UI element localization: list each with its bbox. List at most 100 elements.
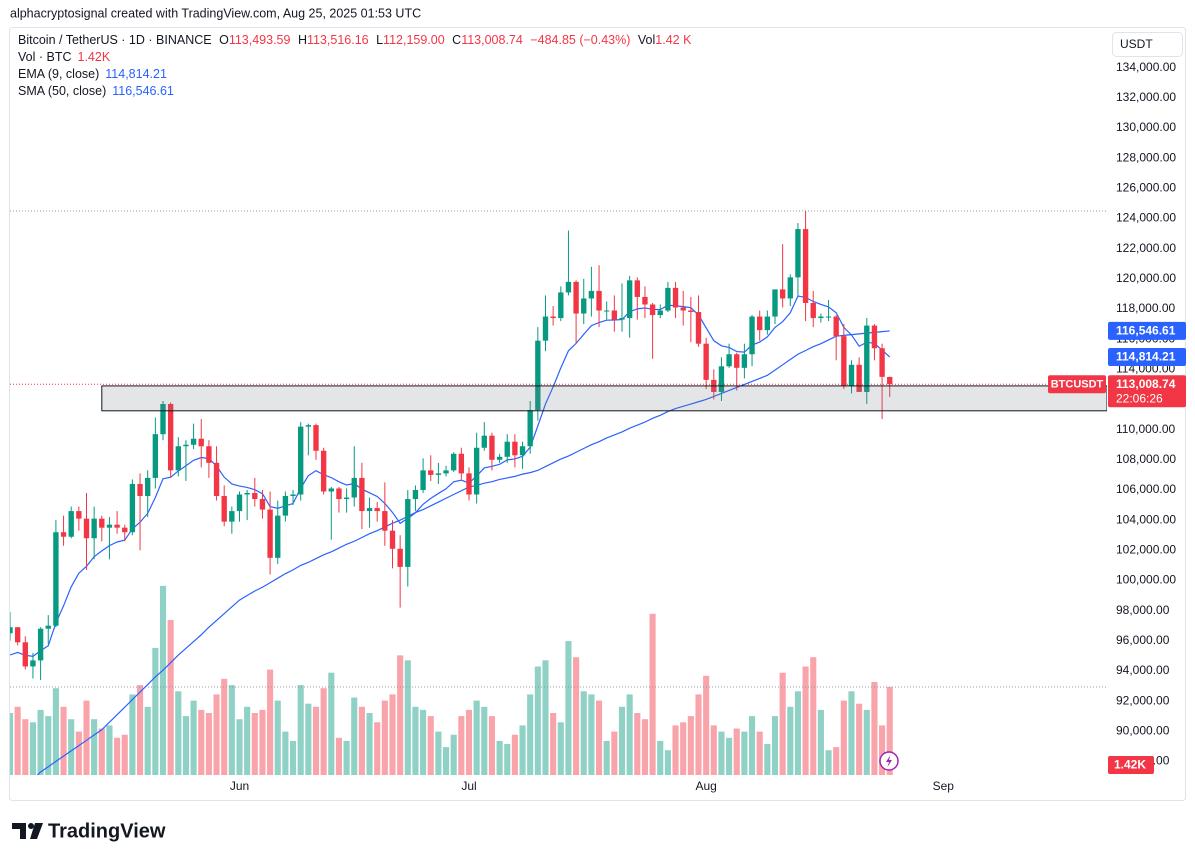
candle-body — [420, 470, 426, 490]
volume-bar — [190, 700, 197, 775]
candle-body — [37, 628, 44, 661]
candle-body — [887, 376, 893, 385]
volume-bar — [389, 694, 396, 775]
candle-body — [649, 304, 656, 316]
volume-bar — [228, 685, 235, 775]
volume-bar — [580, 691, 587, 775]
volume-bar — [297, 685, 304, 775]
currency[interactable]: USDT — [1120, 37, 1153, 51]
candle-body — [252, 492, 258, 500]
volume-bar — [83, 700, 90, 775]
volume-bar — [75, 731, 82, 775]
y-tick-label: 118,000.00 — [1116, 301, 1175, 315]
volume-bar — [381, 700, 388, 775]
volume-bar — [511, 734, 518, 775]
volume-bar — [305, 703, 312, 775]
candle-body — [229, 511, 235, 522]
sma-legend: SMA (50, close) 116,546.61 — [18, 84, 174, 98]
volume-bar — [52, 688, 59, 775]
volume-bar — [221, 678, 228, 775]
candle-body — [864, 325, 870, 392]
volume-bar — [37, 709, 44, 775]
volume-bar — [22, 719, 29, 775]
y-tick-label: 134,000.00 — [1116, 60, 1176, 74]
candle-body — [619, 318, 625, 320]
volume-bar — [649, 613, 656, 775]
y-tick-label: 120,000.00 — [1116, 271, 1176, 285]
candle-body — [604, 310, 610, 312]
alert-bolt[interactable] — [886, 755, 892, 767]
volume-bar — [14, 706, 21, 775]
volume-bar — [374, 722, 381, 775]
candle-body — [76, 511, 82, 519]
volume-bar — [129, 694, 136, 775]
candle-body — [473, 447, 480, 495]
symbol: Bitcoin / TetherUS · 1D · BINANCE — [18, 33, 212, 47]
candle-body — [14, 627, 21, 643]
volume-bar — [121, 734, 128, 775]
legend-name: SMA (50, close) — [18, 84, 106, 98]
alert-icon[interactable] — [879, 751, 899, 771]
volume-bar — [718, 731, 725, 775]
volume-bar — [205, 713, 212, 775]
volume-legend: Vol · BTC 1.42K — [18, 50, 111, 64]
candle-body — [688, 310, 694, 313]
y-tick-label: 104,000.00 — [1116, 512, 1176, 526]
candle-body — [267, 509, 273, 558]
candle-body — [359, 477, 365, 512]
volume-bar — [435, 731, 442, 775]
y-tick-label: 110,000.00 — [1116, 422, 1175, 436]
candle-body — [795, 229, 801, 278]
volume-bar — [817, 709, 824, 775]
y-tick-label: 90,000.00 — [1116, 723, 1170, 737]
candle-body — [565, 281, 572, 293]
volume-bar — [213, 694, 220, 775]
volume-bar — [251, 713, 258, 775]
volume-bar — [634, 713, 641, 775]
volume-bar — [504, 744, 511, 775]
candle-body — [236, 494, 243, 512]
candle-body — [833, 316, 839, 337]
volume-bar — [366, 713, 373, 775]
candle-body — [825, 316, 832, 318]
volume-bar — [114, 737, 121, 775]
currency-box[interactable] — [1112, 32, 1183, 57]
logo-mark — [12, 823, 26, 839]
volume-bar — [848, 691, 855, 775]
volume-bar — [657, 740, 664, 775]
candle-body — [435, 473, 442, 475]
candle-body — [519, 446, 526, 456]
logo-dot — [28, 823, 34, 829]
volume-bar — [603, 740, 610, 775]
candle-body — [22, 642, 28, 667]
candle-body — [152, 434, 159, 478]
volume-bar — [450, 734, 457, 775]
candle-body — [336, 488, 342, 500]
candle-body — [53, 532, 59, 626]
candle-body — [83, 518, 90, 539]
candle-body — [374, 508, 380, 512]
candle-body — [122, 527, 128, 533]
volume-bar — [29, 722, 37, 775]
candle-body — [275, 515, 281, 558]
volume-bar — [328, 672, 335, 775]
candle-body — [672, 287, 679, 308]
candle-body — [573, 281, 579, 314]
volume-bar — [106, 725, 113, 775]
logo-mark — [30, 823, 43, 839]
volume-bar — [611, 731, 618, 775]
candle-body — [244, 492, 250, 495]
candle-body — [489, 435, 495, 460]
symbol-legend: Bitcoin / TetherUS · 1D · BINANCE O113,4… — [18, 33, 692, 47]
x-tick-label: Jul — [461, 779, 476, 793]
candle-body — [496, 456, 503, 460]
candle-body — [451, 453, 457, 471]
candle-body — [642, 296, 648, 305]
volume-bar — [787, 706, 794, 775]
candle-body — [741, 354, 748, 368]
y-tick-label: 106,000.00 — [1116, 482, 1176, 496]
volume-bar — [282, 731, 289, 775]
ema-legend: EMA (9, close) 114,814.21 — [18, 67, 167, 81]
volume-bar — [343, 740, 350, 775]
candle-body — [542, 316, 549, 341]
